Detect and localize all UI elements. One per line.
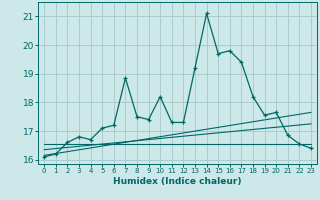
X-axis label: Humidex (Indice chaleur): Humidex (Indice chaleur) (113, 177, 242, 186)
